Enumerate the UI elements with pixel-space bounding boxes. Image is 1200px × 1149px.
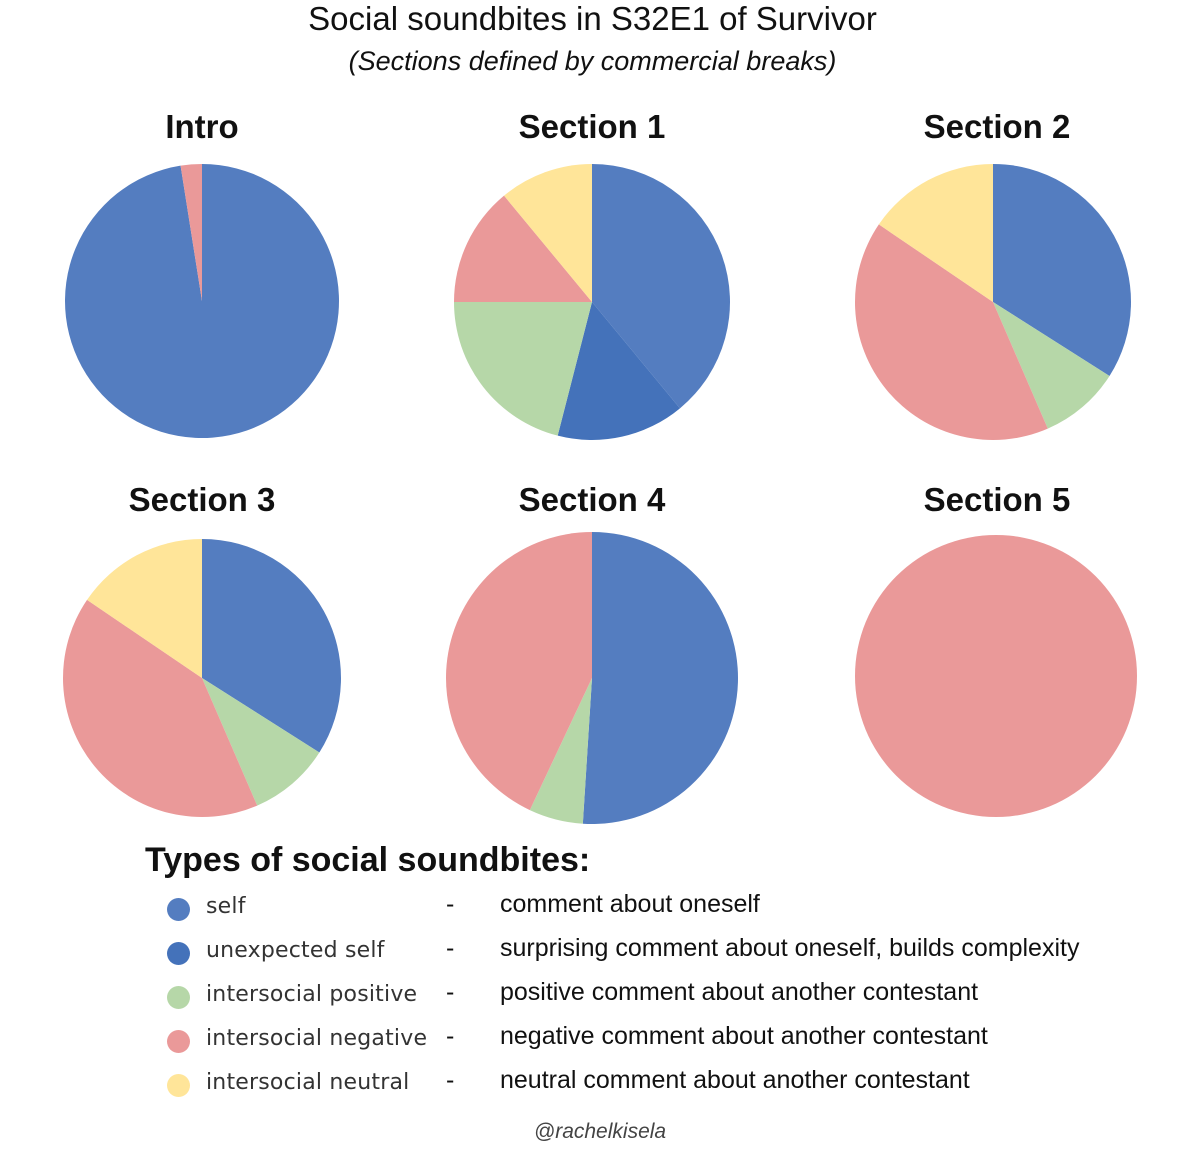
pie-section-3 xyxy=(62,539,341,817)
legend-item-intersocial-negative: intersocial negative - negative comment … xyxy=(0,1020,1200,1064)
pie-slice-intersocial-neutral xyxy=(87,539,202,678)
legend-dash: - xyxy=(446,934,455,962)
pie-title-section-5: Section 5 xyxy=(923,481,1071,518)
intersocial-neutral-swatch xyxy=(167,1074,190,1097)
pie-slice-self xyxy=(582,532,738,824)
pie-slice-self xyxy=(202,539,341,753)
legend-item-unexpected-self: unexpected self - surprising comment abo… xyxy=(0,932,1200,976)
pie-slice-intersocial-positive xyxy=(993,302,1110,429)
pie-title-intro: Intro xyxy=(165,108,239,145)
legend-description: neutral comment about another contestant xyxy=(500,1066,970,1094)
legend-label: intersocial negative xyxy=(206,1026,428,1051)
legend-label: self xyxy=(206,894,246,919)
legend-dash: - xyxy=(446,890,455,918)
author-credit: @rachelkisela xyxy=(533,1120,667,1143)
chart-subtitle: (Sections defined by commercial breaks) xyxy=(348,46,837,76)
pie-section-1 xyxy=(454,164,731,441)
legend-dash: - xyxy=(446,1066,455,1094)
legend-item-intersocial-neutral: intersocial neutral - neutral comment ab… xyxy=(0,1064,1200,1108)
pie-slice-intersocial-negative xyxy=(855,535,1137,817)
unexpected-self-swatch xyxy=(167,942,190,965)
legend-label: intersocial positive xyxy=(206,982,418,1007)
pie-slice-intersocial-positive xyxy=(529,678,592,824)
pie-slice-intersocial-negative xyxy=(180,164,202,301)
pie-title-section-4: Section 4 xyxy=(518,481,666,518)
pie-slice-unexpected-self xyxy=(557,302,680,441)
pie-title-section-1: Section 1 xyxy=(518,108,666,145)
pie-section-2 xyxy=(855,164,1131,441)
pie-slice-intersocial-neutral xyxy=(504,164,592,302)
legend-label: unexpected self xyxy=(206,938,385,963)
intersocial-negative-swatch xyxy=(167,1030,190,1053)
legend-item-self: self - comment about oneself xyxy=(0,888,1200,932)
pie-section-5 xyxy=(855,535,1137,817)
legend-description: positive comment about another contestan… xyxy=(500,978,979,1006)
pie-slice-intersocial-positive xyxy=(202,678,320,806)
pie-slice-self xyxy=(592,164,731,409)
legend-label: intersocial neutral xyxy=(206,1070,410,1095)
chart-title: Social soundbites in S32E1 of Survivor xyxy=(308,0,877,37)
pie-slice-self xyxy=(993,164,1131,376)
pie-intro xyxy=(65,164,339,438)
legend-description: negative comment about another contestan… xyxy=(500,1022,988,1050)
pie-slice-intersocial-negative xyxy=(855,224,1048,441)
pie-slice-intersocial-negative xyxy=(62,599,258,817)
pie-slice-intersocial-negative xyxy=(454,195,592,302)
legend-dash: - xyxy=(446,978,455,1006)
self-swatch xyxy=(167,898,190,921)
legend-description: comment about oneself xyxy=(500,890,760,918)
legend-dash: - xyxy=(446,1022,455,1050)
pie-section-4 xyxy=(446,532,738,824)
legend-item-intersocial-positive: intersocial positive - positive comment … xyxy=(0,976,1200,1020)
pie-title-section-2: Section 2 xyxy=(923,108,1071,145)
pie-slice-intersocial-positive xyxy=(454,302,592,436)
pie-slice-intersocial-neutral xyxy=(878,164,993,302)
pie-slice-intersocial-negative xyxy=(446,532,592,811)
pie-title-section-3: Section 3 xyxy=(128,481,276,518)
intersocial-positive-swatch xyxy=(167,986,190,1009)
legend-description: surprising comment about oneself, builds… xyxy=(500,934,1080,962)
legend-heading: Types of social soundbites: xyxy=(145,841,591,879)
